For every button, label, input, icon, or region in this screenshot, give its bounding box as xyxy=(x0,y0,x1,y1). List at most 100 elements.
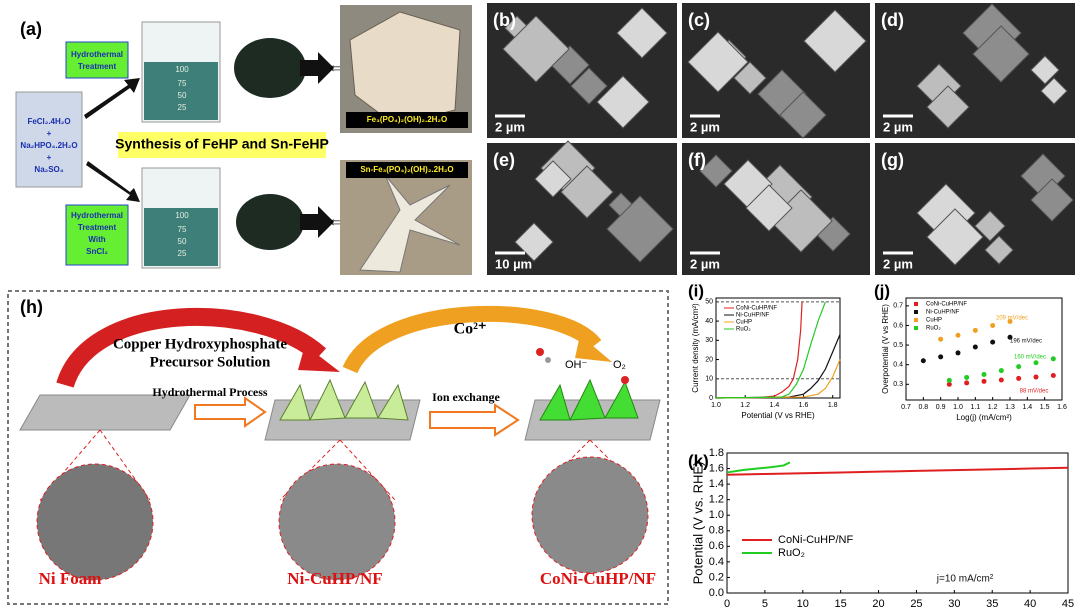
panel-a: (a) FeCl₂.4H₂O + Na₂HPO₄.2H₂O + Na₂SO₄ H… xyxy=(15,5,472,275)
x-tick-label: 0.8 xyxy=(918,404,928,411)
annotation: 88 mV/dec xyxy=(1020,389,1049,395)
scale-label: 2 µm xyxy=(883,256,913,271)
step-box xyxy=(65,41,129,79)
x-tick-label: 1.5 xyxy=(1040,404,1050,411)
plot-frame xyxy=(905,297,1063,401)
x-tick-label: 40 xyxy=(1024,598,1036,610)
panel-label: (a) xyxy=(20,19,42,39)
molecule xyxy=(545,357,551,363)
stage-label: Ni-CuHP/NF xyxy=(287,569,382,588)
y-axis-label: Potential (V vs. RHE) xyxy=(690,462,705,585)
y-tick-label: 0.5 xyxy=(893,342,903,349)
y-tick-label: 50 xyxy=(705,299,713,306)
zoom-sheets xyxy=(278,463,396,581)
legend-label: CuHP xyxy=(736,320,752,326)
scale-label: 2 µm xyxy=(690,119,720,134)
y-tick-label: 0.6 xyxy=(709,540,724,552)
beaker xyxy=(141,21,221,123)
precursor-image xyxy=(15,91,83,188)
point xyxy=(981,372,987,377)
crystal xyxy=(745,184,793,232)
panel-label: (f) xyxy=(688,150,706,170)
legend-label: Ni-CuHP/NF xyxy=(926,310,960,316)
powder xyxy=(236,194,304,250)
point xyxy=(946,377,952,383)
y-tick-label: 0.6 xyxy=(893,322,903,329)
step-text: Hydrothermal xyxy=(71,211,123,220)
x-tick-label: 0.9 xyxy=(936,404,946,411)
sheets xyxy=(539,378,639,421)
arrowhead xyxy=(575,335,612,362)
crystal xyxy=(1040,77,1068,105)
point xyxy=(1033,360,1039,366)
x-tick-label: 20 xyxy=(872,598,884,610)
label-box xyxy=(346,162,468,178)
y-tick-label: 40 xyxy=(705,318,713,325)
point xyxy=(1033,374,1039,380)
panel-label: (k) xyxy=(688,451,709,470)
point xyxy=(1007,334,1013,340)
title: Synthesis of FeHP and Sn-FeHP xyxy=(115,136,329,152)
legend-label: CoNi-CuHP/NF xyxy=(926,302,967,308)
point xyxy=(1016,375,1022,381)
x-tick-label: 1.4 xyxy=(769,402,779,409)
plot-frame xyxy=(726,452,1069,594)
legend-label: RuO₂ xyxy=(778,547,805,559)
crystal xyxy=(733,61,767,95)
panel-label: (j) xyxy=(874,281,890,300)
crystal xyxy=(926,208,984,266)
legend-label: RuO₂ xyxy=(736,327,751,333)
point xyxy=(981,378,987,384)
step-text: Hydrothermal xyxy=(71,50,123,59)
precursor: Na₂SO₄ xyxy=(34,165,63,174)
y-tick-label: 10 xyxy=(705,376,713,383)
legend-label: CoNi-CuHP/NF xyxy=(778,534,853,546)
arc-arrow xyxy=(56,308,327,389)
crystal xyxy=(926,85,970,129)
label-box xyxy=(346,112,468,128)
x-tick-label: 10 xyxy=(797,598,809,610)
point xyxy=(998,377,1004,383)
x-tick-label: 0.7 xyxy=(901,404,911,411)
y-tick-label: 0 xyxy=(709,395,713,402)
x-tick-label: 1.6 xyxy=(799,402,809,409)
o2-label: O₂ xyxy=(613,359,626,371)
precursor-text: Precursor Solution xyxy=(150,354,271,370)
scale-label: 10 µm xyxy=(495,256,532,271)
y-tick-label: 1.6 xyxy=(709,462,724,474)
x-axis-label: Log(j) (mA/cm²) xyxy=(956,413,1012,422)
x-tick-label: 1.2 xyxy=(988,404,998,411)
y-tick-label: 1.4 xyxy=(709,478,724,490)
powder xyxy=(234,38,306,98)
x-tick-label: 15 xyxy=(835,598,847,610)
y-tick-label: 0.3 xyxy=(893,381,903,388)
point xyxy=(972,327,978,333)
x-tick-label: 45 xyxy=(1062,598,1074,610)
beaker xyxy=(141,167,221,269)
x-tick-label: 1.1 xyxy=(970,404,980,411)
point xyxy=(998,368,1004,374)
y-tick-label: 0.4 xyxy=(893,362,903,369)
step-text: Treatment xyxy=(78,62,117,71)
annotation: 196 mV/dec xyxy=(1010,339,1042,345)
x-tick-label: 0 xyxy=(724,598,730,610)
y-tick-label: 0.7 xyxy=(893,303,903,310)
process-arrow xyxy=(429,403,520,437)
x-tick-label: 1.8 xyxy=(828,402,838,409)
crystal xyxy=(699,154,733,188)
y-axis-label: Current density (mA/cm²) xyxy=(691,303,700,393)
sem-grid: (b) 2 µm (c) 2 µm (d) 2 µm (e) 10 µm (f) 2 µm (g) 2… xyxy=(487,3,1075,275)
crystal xyxy=(984,235,1014,265)
step-text: SnCl₂ xyxy=(86,247,108,256)
arrow xyxy=(86,161,140,202)
step-text: With xyxy=(88,235,105,244)
point xyxy=(1050,356,1056,362)
series-line xyxy=(715,359,841,399)
molecule xyxy=(536,348,544,356)
y-tick-label: 30 xyxy=(705,337,713,344)
crystal xyxy=(359,174,461,273)
crystal xyxy=(349,11,461,126)
crystal xyxy=(687,31,749,93)
stage-label: Ni Foam xyxy=(39,569,102,588)
sheets xyxy=(279,378,409,421)
